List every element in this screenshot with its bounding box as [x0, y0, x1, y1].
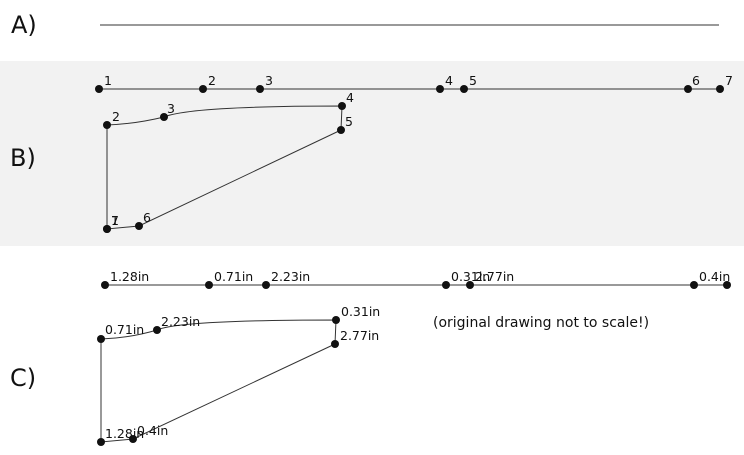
- b-straight-label-4: 4: [445, 73, 453, 88]
- section-c-shape: 1.28in 0.71in 2.23in 0.31in 2.77in 0.4in: [97, 304, 380, 446]
- section-label-c: C): [10, 364, 36, 392]
- b-straight-point-1: [95, 85, 103, 93]
- c-shape-label-6: 0.4in: [137, 423, 168, 438]
- b-straight-label-5: 5: [469, 73, 477, 88]
- c-shape-point-2: [97, 335, 105, 343]
- c-straight-point-2: [205, 281, 213, 289]
- c-straight-point-3: [262, 281, 270, 289]
- b-shape-label-7: 7: [111, 213, 119, 228]
- b-shape-point-5: [337, 126, 345, 134]
- b-shape-point-7: [103, 225, 111, 233]
- section-label-a: A): [11, 11, 37, 39]
- b-straight-point-3: [256, 85, 264, 93]
- c-straight-point-5: [466, 281, 474, 289]
- section-b-shape: 1 2 3 4 5 6 7: [103, 90, 354, 233]
- c-straight-label-4: 0.31in: [451, 269, 490, 284]
- b-straight-point-6: [684, 85, 692, 93]
- b-shape-point-2: [103, 121, 111, 129]
- c-shape-label-3: 2.23in: [161, 314, 200, 329]
- b-shape-label-1: 1: [111, 213, 119, 228]
- b-shape-point-3: [160, 113, 168, 121]
- c-shape-outline: [100, 319, 337, 443]
- b-shape-point-4: [338, 102, 346, 110]
- b-shape-point-6: [135, 222, 143, 230]
- not-to-scale-note: (original drawing not to scale!): [433, 315, 649, 331]
- c-straight-point-6: [690, 281, 698, 289]
- b-shape-label-3: 3: [167, 101, 175, 116]
- c-shape-point-4: [332, 316, 340, 324]
- b-shape-label-4: 4: [346, 90, 354, 105]
- c-straight-label-2: 0.71in: [214, 269, 253, 284]
- b-shape-outline: [106, 105, 343, 230]
- c-straight-point-1: [101, 281, 109, 289]
- b-straight-label-2: 2: [208, 73, 216, 88]
- c-straight-point-7: [723, 281, 731, 289]
- b-shape-label-6: 6: [143, 210, 151, 225]
- section-label-b: B): [10, 144, 36, 172]
- b-straight-point-4: [436, 85, 444, 93]
- b-shape-label-2: 2: [112, 109, 120, 124]
- b-straight-label-1: 1: [104, 73, 112, 88]
- section-c-straight-line: 1.28in 0.71in 2.23in 0.31in 2.77in 0.4in: [101, 269, 731, 289]
- c-shape-point-3: [153, 326, 161, 334]
- b-straight-point-5: [460, 85, 468, 93]
- c-straight-label-5: 2.77in: [475, 269, 514, 284]
- b-straight-point-7: [716, 85, 724, 93]
- b-straight-label-3: 3: [265, 73, 273, 88]
- c-shape-label-5: 2.77in: [340, 328, 379, 343]
- c-straight-label-1: 1.28in: [110, 269, 149, 284]
- b-shape-label-5: 5: [345, 114, 353, 129]
- c-straight-label-7: 0.4in: [699, 269, 730, 284]
- section-b-band: [0, 61, 744, 246]
- c-straight-label-3: 2.23in: [271, 269, 310, 284]
- section-b-straight-line: 1 2 3 4 5 6 7: [95, 73, 733, 93]
- c-shape-point-5: [331, 340, 339, 348]
- b-straight-label-7: 7: [725, 73, 733, 88]
- b-straight-point-2: [199, 85, 207, 93]
- c-shape-label-2: 0.71in: [105, 322, 144, 337]
- c-shape-label-4: 0.31in: [341, 304, 380, 319]
- c-shape-point-6: [129, 435, 137, 443]
- c-straight-point-4: [442, 281, 450, 289]
- b-straight-label-6: 6: [692, 73, 700, 88]
- c-shape-point-1: [97, 438, 105, 446]
- c-shape-label-1: 1.28in: [105, 426, 144, 441]
